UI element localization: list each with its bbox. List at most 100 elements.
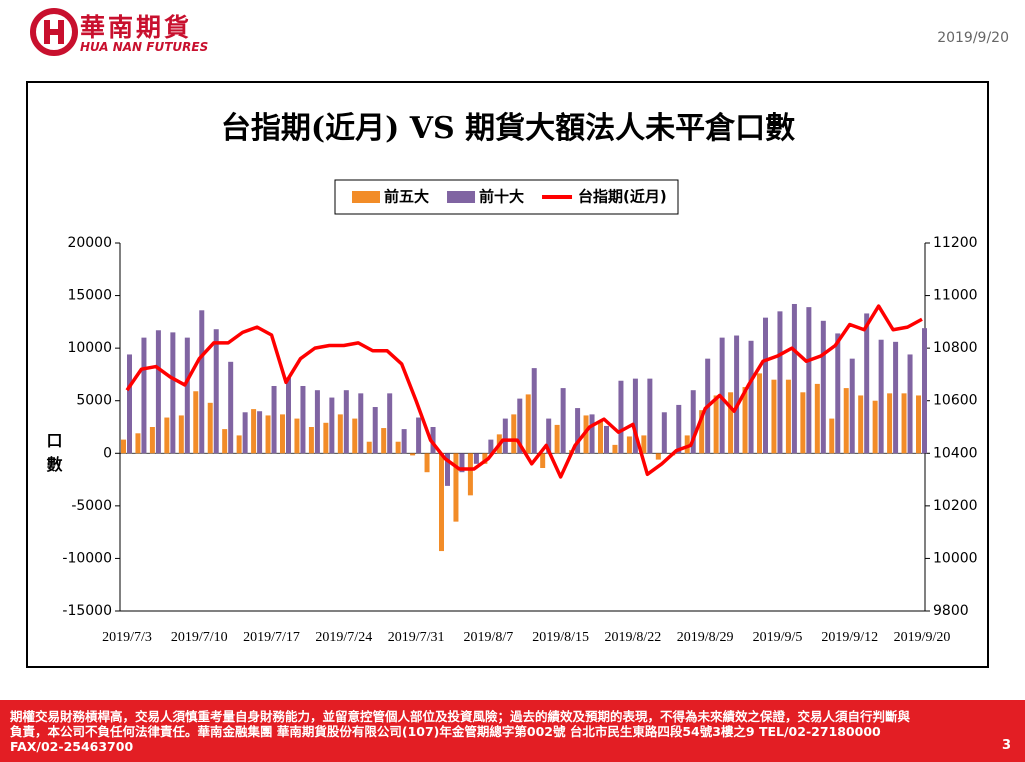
bar [213,329,219,454]
bar [546,418,552,454]
x-tick-label: 2019/7/3 [102,630,152,645]
bar [242,412,248,454]
chart-title: 台指期(近月) VS 期貨大額法人未平倉口數 [221,111,795,146]
bar [366,441,372,454]
bar [401,429,407,454]
y2-tick-label: 10000 [933,550,978,566]
bar [800,392,806,454]
page-number: 3 [1001,738,1011,753]
bar [843,388,849,454]
bar [849,358,855,454]
bar [511,414,517,454]
bar [829,418,835,454]
bar [416,417,422,454]
bar [626,436,632,454]
bar [728,392,734,454]
bar [893,341,899,454]
line [125,304,923,479]
bar [589,414,595,454]
x-tick-label: 2019/8/22 [605,630,662,645]
bar [560,388,566,454]
bar [632,378,638,454]
legend-label: 前五大 [384,188,429,206]
bar [280,414,285,454]
bar [314,390,320,454]
bar [525,394,531,454]
bar [785,379,791,454]
bar [343,390,349,454]
bar [719,337,725,454]
bar [612,444,618,454]
bar [887,393,893,454]
bar [814,383,820,454]
y-tick-label: 5000 [76,393,112,409]
bar [676,404,682,454]
bar [294,418,300,454]
bar [155,330,161,454]
bar [517,398,523,454]
bar [742,387,748,454]
bar [771,379,777,454]
bar [300,385,306,454]
x-tick-label: 2019/7/24 [315,630,372,645]
bar [164,417,170,454]
x-tick-label: 2019/9/12 [821,630,878,645]
bar [878,339,884,454]
bar [872,400,878,454]
bar [922,328,927,454]
x-tick-label: 2019/9/20 [894,630,951,645]
legend-box [334,179,679,215]
bar [358,393,364,454]
bar [604,425,609,454]
y2-tick-label: 10400 [933,445,978,461]
disclaimer: 期權交易財務槓桿高，交易人須慎重考量自身財務能力，並留意控管個人部位及投資風險；… [10,709,911,754]
y-tick-label: -15000 [62,603,112,619]
bar [713,395,719,454]
y2-tick-label: 10800 [933,340,978,356]
y2-tick-label: 11000 [933,288,978,304]
bar [127,354,132,454]
bar [149,427,155,454]
bar [286,377,291,454]
bar [641,435,647,454]
bar [907,354,913,454]
y2-tick-label: 10600 [933,393,978,409]
logo-subtext: HUA NAN FUTURES [80,40,209,54]
bar [271,385,277,454]
legend-label: 台指期(近月) [578,188,667,206]
legend-swatch [447,191,476,203]
bar [193,391,199,454]
bar [734,335,740,454]
bar [184,337,190,454]
bar [661,412,667,454]
bar [337,414,343,454]
y2-tick-label: 10200 [933,498,978,514]
y-tick-label: 15000 [67,288,112,304]
bar [308,427,314,454]
bar [141,337,147,454]
bar [699,410,705,454]
bar [655,453,661,460]
bar [395,441,401,454]
bar [236,435,242,454]
bar [647,378,653,454]
bar [618,380,624,454]
legend-swatch [352,191,380,203]
bar [178,415,184,454]
bar [329,397,335,454]
x-tick-label: 2019/8/29 [677,630,734,645]
bar [690,390,696,454]
x-tick-label: 2019/8/7 [463,630,513,645]
bar [806,307,812,454]
bar [199,310,205,454]
bar [763,317,768,454]
bar [598,420,603,454]
bar [777,311,783,454]
x-tick-label: 2019/7/17 [243,630,300,645]
bar [583,415,589,454]
bar [467,453,473,496]
bar [502,418,508,454]
footer: 期權交易財務槓桿高，交易人須慎重考量自身財務能力，並留意控管個人部位及投資風險；… [0,700,1025,762]
bar [575,408,581,454]
